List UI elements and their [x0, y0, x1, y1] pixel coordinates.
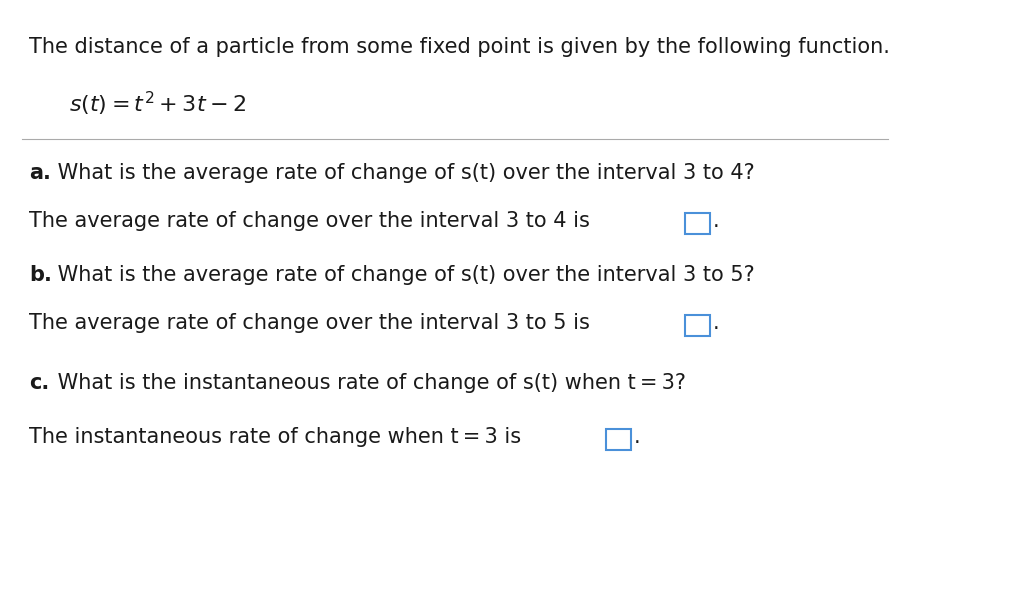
- Text: .: .: [713, 211, 719, 231]
- Text: .: .: [713, 313, 719, 333]
- FancyBboxPatch shape: [685, 213, 710, 234]
- FancyBboxPatch shape: [685, 316, 710, 336]
- Text: What is the instantaneous rate of change of s(t) when t = 3?: What is the instantaneous rate of change…: [52, 373, 686, 393]
- Text: $s(t) = t^2 + 3t - 2$: $s(t) = t^2 + 3t - 2$: [69, 89, 246, 117]
- Text: The average rate of change over the interval 3 to 4 is: The average rate of change over the inte…: [29, 211, 597, 231]
- Text: .: .: [633, 427, 640, 447]
- Text: a.: a.: [29, 163, 52, 183]
- Text: b.: b.: [29, 265, 53, 285]
- Text: What is the average rate of change of s(t) over the interval 3 to 4?: What is the average rate of change of s(…: [52, 163, 754, 183]
- Text: What is the average rate of change of s(t) over the interval 3 to 5?: What is the average rate of change of s(…: [52, 265, 754, 285]
- Text: The distance of a particle from some fixed point is given by the following funct: The distance of a particle from some fix…: [29, 37, 890, 57]
- Text: The average rate of change over the interval 3 to 5 is: The average rate of change over the inte…: [29, 313, 597, 333]
- Text: c.: c.: [29, 373, 49, 393]
- FancyBboxPatch shape: [606, 429, 631, 451]
- Text: The instantaneous rate of change when t = 3 is: The instantaneous rate of change when t …: [29, 427, 528, 447]
